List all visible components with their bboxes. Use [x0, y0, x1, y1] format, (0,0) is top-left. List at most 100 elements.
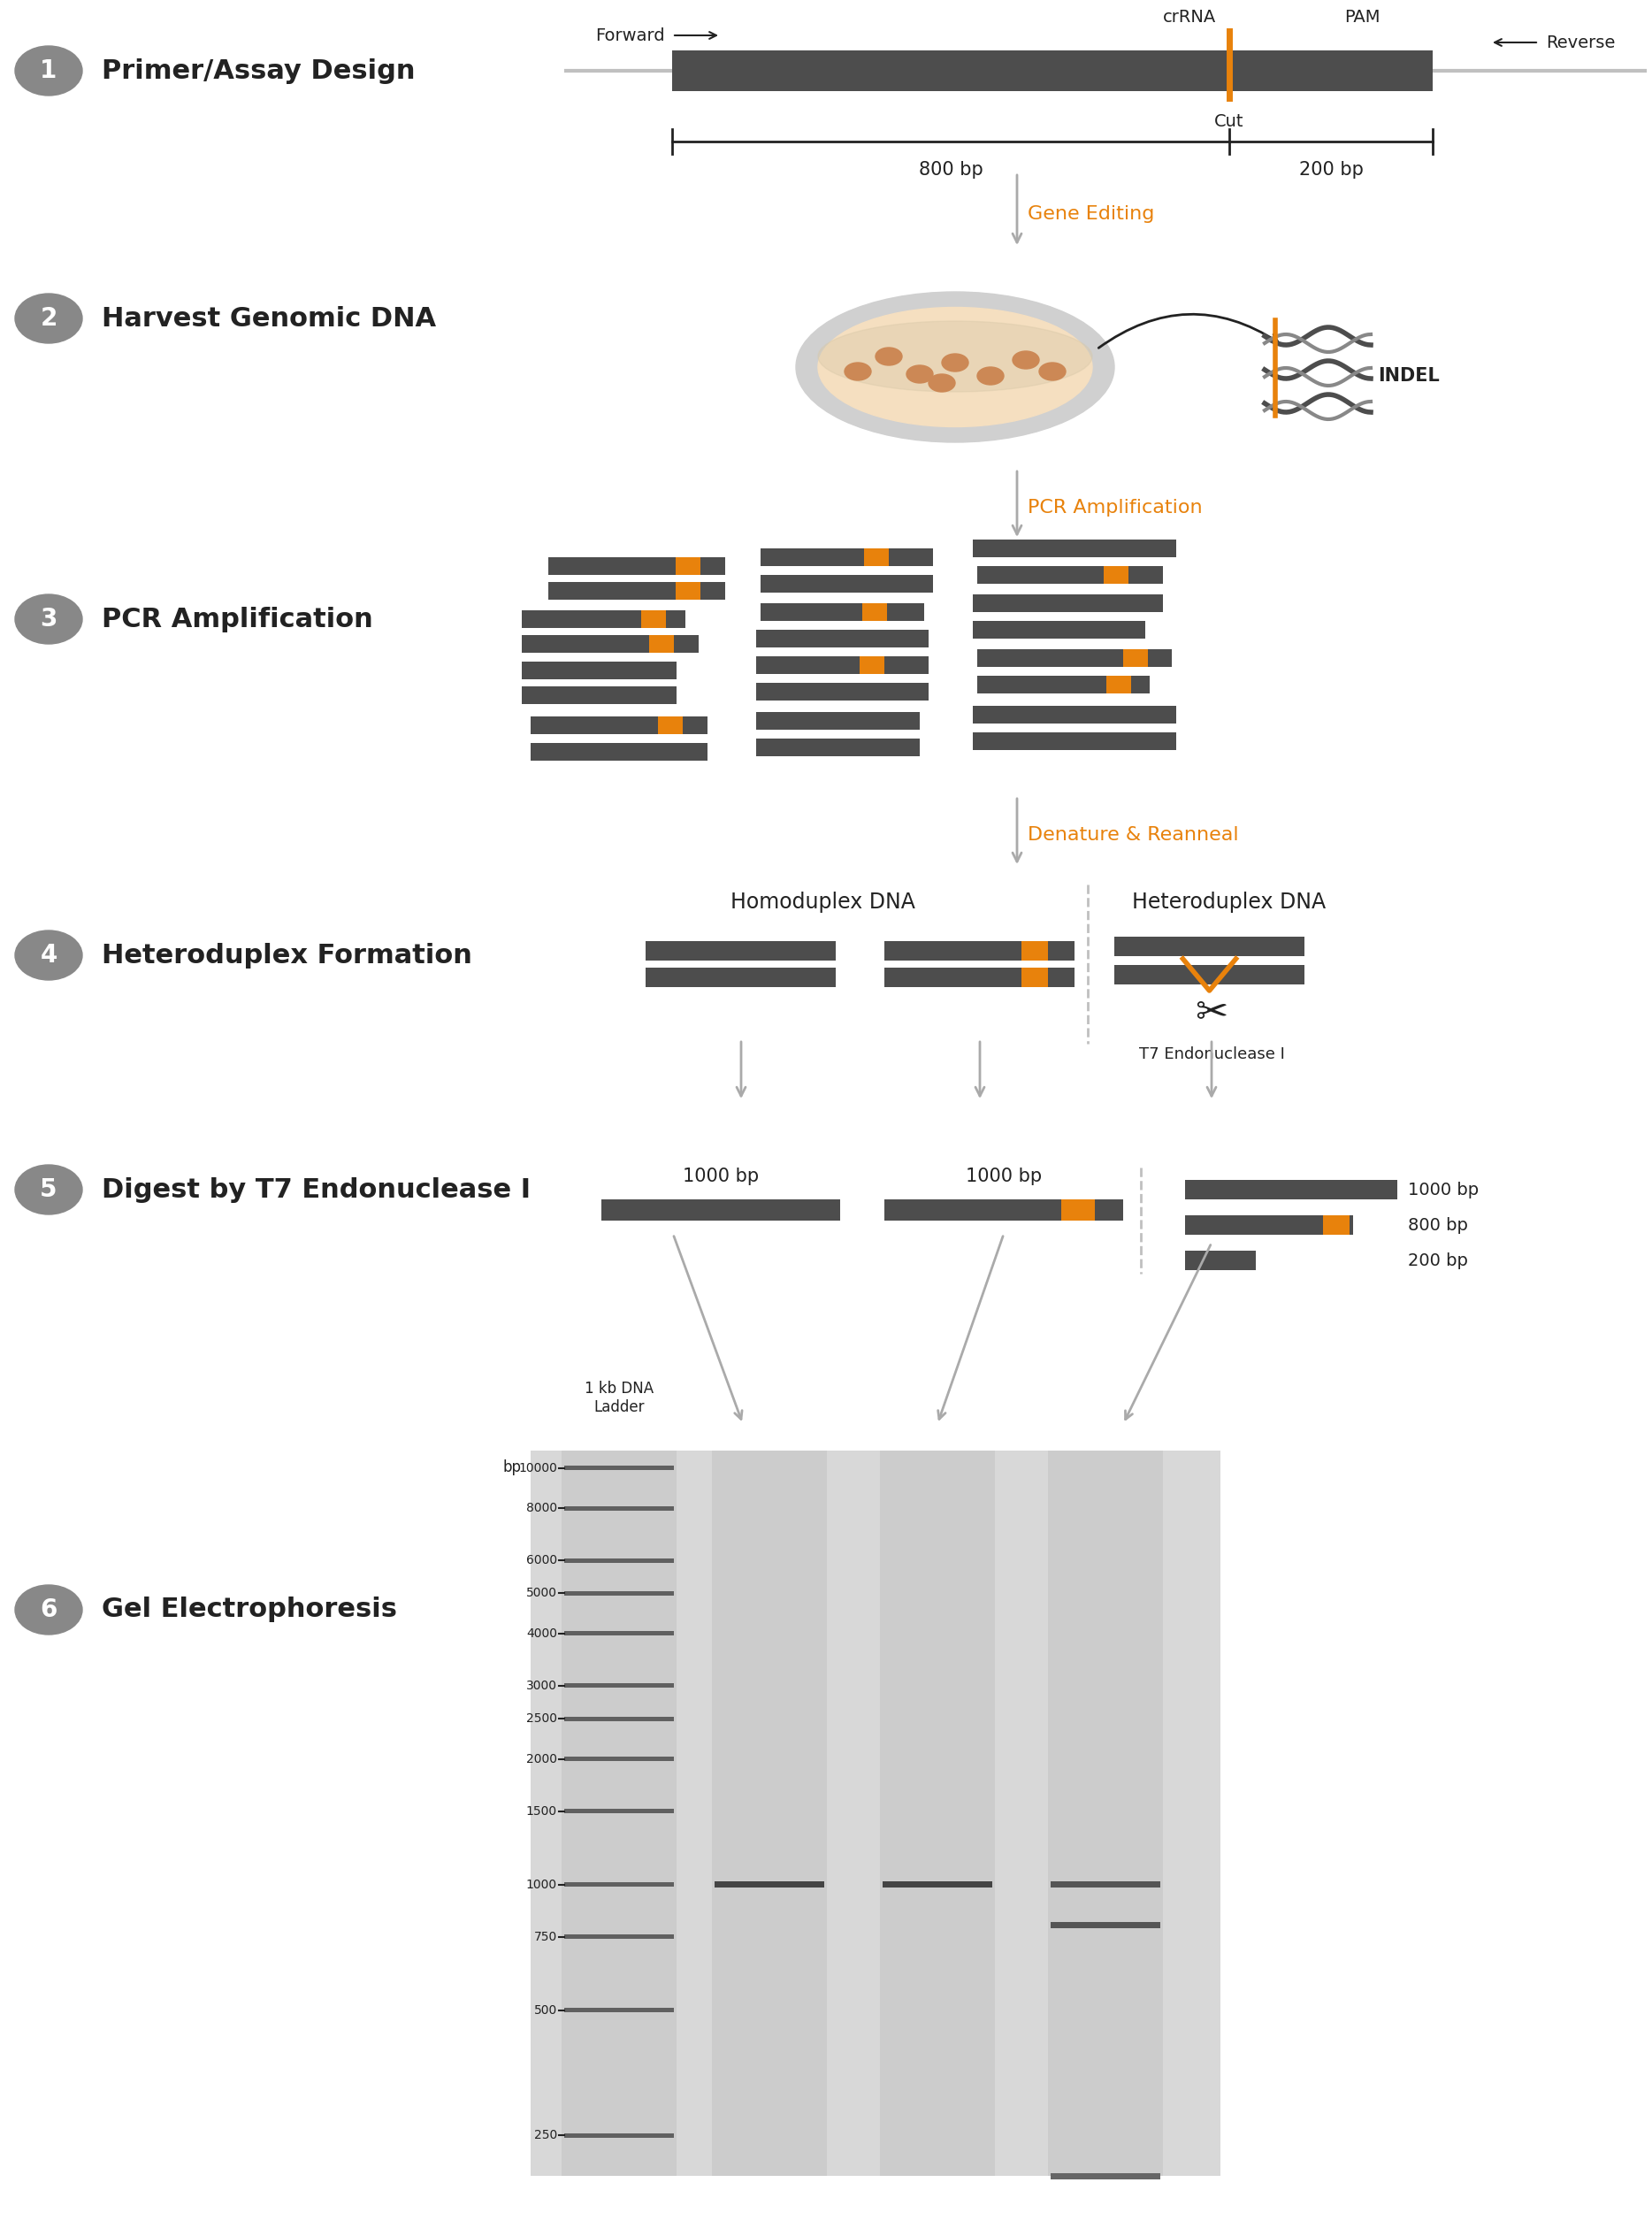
Bar: [760, 575, 933, 593]
Bar: [522, 662, 677, 679]
Bar: [884, 941, 1074, 960]
Text: Primer/Assay Design: Primer/Assay Design: [102, 58, 415, 84]
Ellipse shape: [1039, 363, 1066, 381]
Text: 3: 3: [40, 606, 58, 631]
Bar: [565, 1591, 674, 1596]
Text: 1500: 1500: [525, 1806, 557, 1817]
Text: crRNA: crRNA: [1163, 9, 1216, 27]
Bar: [884, 1199, 1123, 1222]
Bar: [1123, 648, 1148, 666]
Bar: [715, 1881, 824, 1888]
Ellipse shape: [928, 374, 955, 392]
Bar: [565, 1808, 674, 1812]
Bar: [676, 582, 700, 600]
Text: 800 bp: 800 bp: [919, 162, 983, 179]
Text: 10000: 10000: [519, 1461, 557, 1474]
Bar: [565, 1684, 674, 1689]
Text: 2500: 2500: [527, 1713, 557, 1724]
Text: 1000: 1000: [525, 1879, 557, 1890]
Bar: [649, 635, 674, 653]
Ellipse shape: [978, 367, 1004, 385]
Bar: [565, 1717, 674, 1722]
Bar: [1051, 1881, 1160, 1888]
Bar: [757, 684, 928, 702]
Bar: [565, 2133, 674, 2138]
Bar: [601, 1199, 841, 1222]
Bar: [1061, 1199, 1095, 1222]
Bar: [562, 1450, 677, 2175]
Bar: [565, 1631, 674, 1635]
Bar: [973, 733, 1176, 750]
Text: 5000: 5000: [527, 1587, 557, 1600]
Bar: [565, 1558, 674, 1562]
Ellipse shape: [15, 1164, 83, 1215]
Text: 2: 2: [40, 305, 58, 330]
Bar: [565, 1757, 674, 1762]
Text: 200 bp: 200 bp: [1298, 162, 1363, 179]
Text: Denature & Reanneal: Denature & Reanneal: [1028, 825, 1239, 843]
Text: Harvest Genomic DNA: Harvest Genomic DNA: [102, 305, 436, 332]
Text: 6000: 6000: [525, 1554, 557, 1567]
Bar: [859, 657, 884, 675]
Bar: [978, 675, 1150, 693]
Bar: [1051, 1921, 1160, 1928]
Text: Heteroduplex Formation: Heteroduplex Formation: [102, 943, 472, 967]
Bar: [522, 686, 677, 704]
Text: INDEL: INDEL: [1378, 367, 1439, 385]
Bar: [757, 631, 928, 648]
Text: 1 kb DNA
Ladder: 1 kb DNA Ladder: [585, 1381, 654, 1414]
Bar: [1104, 567, 1128, 584]
Ellipse shape: [876, 347, 902, 365]
Text: 750: 750: [534, 1930, 557, 1943]
Bar: [565, 1883, 674, 1888]
Bar: [522, 635, 699, 653]
Bar: [1184, 1215, 1353, 1235]
Bar: [862, 604, 887, 622]
Bar: [757, 657, 928, 675]
Ellipse shape: [15, 46, 83, 95]
Bar: [1115, 965, 1305, 985]
Bar: [1184, 1180, 1398, 1199]
Text: 500: 500: [534, 2003, 557, 2016]
Text: 1000 bp: 1000 bp: [1408, 1182, 1479, 1197]
Text: Reverse: Reverse: [1546, 33, 1616, 51]
Bar: [565, 1465, 674, 1469]
Bar: [757, 739, 920, 757]
Bar: [646, 941, 836, 960]
Text: Digest by T7 Endonuclease I: Digest by T7 Endonuclease I: [102, 1177, 530, 1202]
Text: T7 Endonuclease I: T7 Endonuclease I: [1138, 1047, 1285, 1062]
Text: 4000: 4000: [527, 1627, 557, 1640]
Ellipse shape: [796, 292, 1115, 443]
Bar: [530, 744, 707, 761]
Bar: [760, 549, 933, 567]
Bar: [530, 717, 707, 735]
Text: Cut: Cut: [1214, 113, 1244, 131]
Bar: [548, 582, 725, 600]
Text: Forward: Forward: [595, 27, 666, 44]
Bar: [1021, 967, 1047, 987]
Bar: [864, 549, 889, 567]
Bar: [757, 713, 920, 730]
Bar: [646, 967, 836, 987]
Text: 2000: 2000: [527, 1753, 557, 1766]
Bar: [973, 595, 1163, 613]
Ellipse shape: [15, 929, 83, 980]
Bar: [1021, 941, 1047, 960]
Ellipse shape: [844, 363, 871, 381]
Bar: [565, 1507, 674, 1511]
Text: 3000: 3000: [527, 1680, 557, 1693]
Bar: [1323, 1215, 1350, 1235]
Ellipse shape: [15, 294, 83, 343]
Bar: [978, 567, 1163, 584]
Text: 5: 5: [40, 1177, 58, 1202]
Bar: [1115, 936, 1305, 956]
Ellipse shape: [1013, 352, 1039, 370]
Text: 250: 250: [534, 2129, 557, 2142]
Bar: [1051, 2173, 1160, 2180]
Ellipse shape: [15, 595, 83, 644]
Ellipse shape: [907, 365, 933, 383]
Bar: [973, 622, 1145, 640]
Ellipse shape: [15, 1585, 83, 1635]
Bar: [881, 1450, 995, 2175]
Bar: [530, 1450, 1221, 2175]
